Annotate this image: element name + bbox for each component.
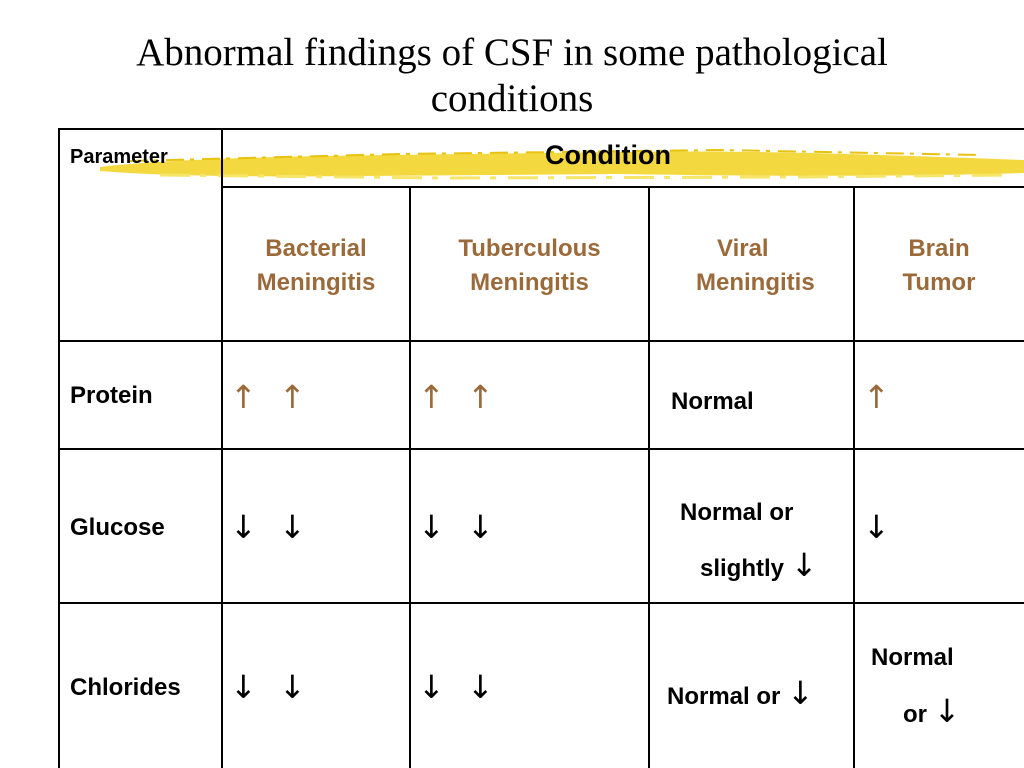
parameter-header: Parameter (70, 146, 168, 168)
column-header-line: Meningitis (256, 269, 376, 296)
grid-line (58, 128, 60, 768)
chlorides-tuberculous-value: ↓ ↓ (418, 668, 500, 706)
chlorides-tumor-text: or (903, 701, 927, 728)
glucose-viral-text: slightly (700, 555, 785, 582)
column-header-line: Meningitis (696, 269, 815, 296)
protein-bacterial-value: ↑ ↑ (230, 378, 312, 416)
chlorides-tumor-value-line1: Normal (871, 644, 954, 671)
grid-line (648, 186, 650, 768)
grid-line (222, 186, 1024, 188)
protein-tuberculous-value: ↑ ↑ (418, 378, 500, 416)
column-header-line: Bacterial (265, 235, 367, 262)
chlorides-viral-value: Normal or ↓ (667, 674, 814, 712)
glucose-tuberculous-value: ↓ ↓ (418, 508, 500, 546)
column-header-line: Tumor (902, 269, 976, 296)
column-header-brain-tumor: Brain Tumor (854, 232, 1024, 300)
highlighter-stroke (100, 148, 1024, 180)
column-header-line: Brain (908, 235, 970, 262)
protein-tumor-value: ↑ (863, 378, 896, 416)
title-line-1: Abnormal findings of CSF in some patholo… (136, 31, 888, 74)
column-header-viral: Viral Meningitis (660, 232, 880, 300)
grid-line (58, 340, 1024, 342)
glucose-viral-value-line1: Normal or (680, 499, 794, 526)
glucose-viral-value-line2: slightly ↓ (700, 546, 818, 584)
glucose-bacterial-value: ↓ ↓ (230, 508, 312, 546)
chlorides-bacterial-value: ↓ ↓ (230, 668, 312, 706)
down-arrow-icon: ↓ (790, 546, 818, 584)
slide-title: Abnormal findings of CSF in some patholo… (0, 30, 1024, 122)
condition-header: Condition (545, 140, 671, 170)
column-header-bacterial: Bacterial Meningitis (222, 232, 410, 300)
protein-viral-value: Normal (671, 388, 754, 415)
down-arrow-icon: ↓ (787, 674, 814, 712)
column-header-tuberculous: Tuberculous Meningitis (410, 232, 649, 300)
glucose-tumor-value: ↓ (863, 508, 896, 546)
row-label-chlorides: Chlorides (70, 674, 181, 701)
grid-line (58, 602, 1024, 604)
grid-line (853, 186, 855, 768)
title-line-2: conditions (430, 77, 594, 120)
chlorides-tumor-value-line2: or ↓ (903, 692, 960, 730)
grid-line (58, 128, 1024, 130)
down-arrow-icon: ↓ (933, 692, 961, 730)
grid-line (58, 448, 1024, 450)
column-header-line: Viral (717, 235, 769, 262)
row-label-protein: Protein (70, 382, 153, 409)
row-label-glucose: Glucose (70, 514, 165, 541)
grid-line (221, 128, 223, 768)
column-header-line: Tuberculous (458, 235, 601, 262)
chlorides-viral-text: Normal or (667, 683, 781, 710)
column-header-line: Meningitis (470, 269, 589, 296)
grid-line (409, 186, 411, 768)
